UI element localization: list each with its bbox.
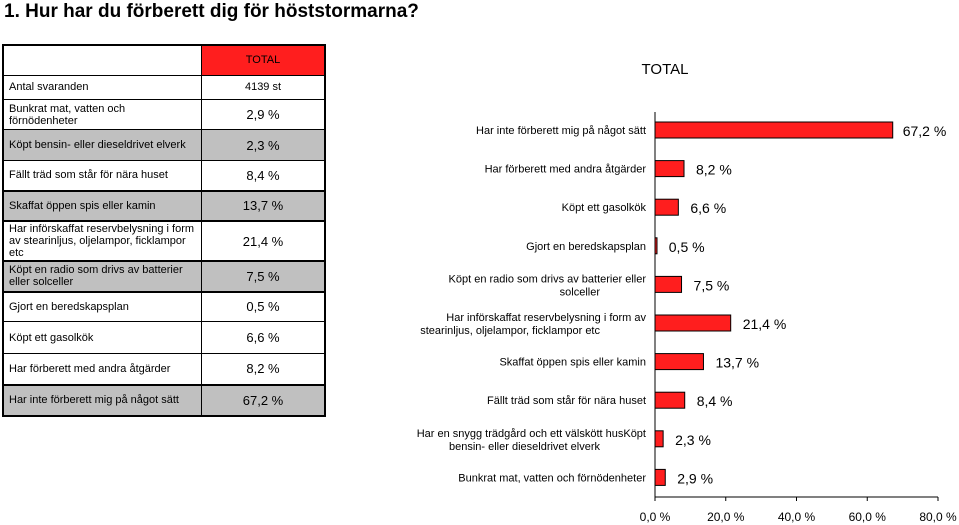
bar — [654, 121, 894, 139]
table-row-value: 13,7 % — [201, 189, 325, 221]
category-label: Har förberett med andra åtgärder — [485, 164, 647, 176]
table-row-value: 6,6 % — [201, 321, 325, 354]
table-row-label: Köpt en radio som drivs av batterier ell… — [3, 260, 202, 292]
category-label: Köpt ett gasolkök — [562, 202, 647, 214]
page-heading: 1. Hur har du förberett dig för höststor… — [4, 1, 419, 22]
table-row-value: 0,5 % — [201, 290, 325, 322]
respondents-label: Antal svaranden — [3, 74, 202, 100]
category-label: Har införskaffat reservbelysning i form … — [420, 312, 646, 337]
category-label: Har en snygg trädgård och ett välskött h… — [417, 428, 646, 453]
category-label: Bunkrat mat, vatten och förnödenheter — [458, 472, 646, 484]
data-label: 8,2 % — [696, 162, 732, 178]
table-row-label: Skaffat öppen spis eller kamin — [3, 189, 202, 221]
respondents-value: 4139 st — [201, 74, 325, 100]
table-row-value: 8,2 % — [201, 352, 325, 385]
category-label: Skaffat öppen spis eller kamin — [499, 357, 646, 369]
table-row: Gjort en beredskapsplan 0,5 % — [3, 290, 325, 322]
category-label: Köpt en radio som drivs av batterier ell… — [449, 273, 647, 298]
table-row-label: Bunkrat mat, vatten och förnödenheter — [3, 99, 202, 130]
data-label: 13,7 % — [715, 355, 759, 371]
bar — [654, 353, 704, 371]
bar — [654, 468, 666, 486]
category-label: Har inte förberett mig på något sätt — [476, 125, 646, 137]
table-row-label: Har inte förberett mig på något sätt — [3, 383, 202, 416]
bar — [654, 275, 683, 293]
table-row: Har införskaffat reservbelysning i form … — [3, 219, 325, 262]
table-row-value: 8,4 % — [201, 159, 325, 191]
table-row: Bunkrat mat, vatten och förnödenheter 2,9… — [3, 99, 325, 130]
data-label: 21,4 % — [743, 316, 787, 332]
table-row-value: 21,4 % — [201, 219, 325, 262]
x-tick-label: 20,0 % — [707, 510, 745, 524]
table-header-total: TOTAL — [201, 45, 325, 76]
table-row-label: Har införskaffat reservbelysning i form … — [3, 219, 202, 262]
x-tick-label: 60,0 % — [849, 510, 887, 524]
x-tick-label: 0,0 % — [640, 510, 671, 524]
data-label: 2,3 % — [675, 432, 711, 448]
data-label: 7,5 % — [694, 277, 730, 293]
table-row: Fällt träd som står för nära huset 8,4 % — [3, 159, 325, 191]
results-table: TOTAL Antal svaranden 4139 st Bunkrat ma… — [2, 44, 326, 417]
data-label: 67,2 % — [903, 123, 947, 139]
bar — [654, 430, 664, 448]
table-row: Köpt ett gasolkök 6,6 % — [3, 321, 325, 354]
respondents-row: Antal svaranden 4139 st — [3, 74, 325, 100]
table-row: Skaffat öppen spis eller kamin 13,7 % — [3, 189, 325, 221]
bar — [654, 160, 685, 178]
table-row-label: Har förberett med andra åtgärder — [3, 352, 202, 385]
table-row-value: 7,5 % — [201, 260, 325, 292]
data-label: 0,5 % — [669, 239, 705, 255]
table-row-label: Gjort en beredskapsplan — [3, 290, 202, 322]
bar — [654, 314, 732, 332]
data-label: 8,4 % — [697, 393, 733, 409]
table-row: Köpt en radio som drivs av batterier ell… — [3, 260, 325, 292]
table-row: Har inte förberett mig på något sätt 67,2… — [3, 383, 325, 416]
table-row-value: 2,3 % — [201, 129, 325, 161]
bar — [654, 391, 686, 409]
chart-title: TOTAL — [642, 61, 689, 78]
table-row-label: Köpt bensin- eller dieseldrivet elverk — [3, 129, 202, 161]
table-row: Har förberett med andra åtgärder 8,2 % — [3, 352, 325, 385]
data-label: 2,9 % — [677, 470, 713, 486]
table-row-label: Fällt träd som står för nära huset — [3, 159, 202, 191]
category-label: Gjort en beredskapsplan — [526, 241, 646, 253]
data-label: 6,6 % — [690, 200, 726, 216]
table-row-label: Köpt ett gasolkök — [3, 321, 202, 354]
bar — [654, 237, 658, 255]
category-label: Fällt träd som står för nära huset — [487, 395, 646, 407]
table-row: Köpt bensin- eller dieseldrivet elverk 2,… — [3, 129, 325, 161]
bar — [654, 198, 679, 216]
x-tick-label: 80,0 % — [919, 510, 957, 524]
table-header-row: TOTAL — [3, 45, 325, 76]
x-tick-label: 40,0 % — [778, 510, 816, 524]
table-row-value: 2,9 % — [201, 99, 325, 130]
table-row-value: 67,2 % — [201, 383, 325, 416]
